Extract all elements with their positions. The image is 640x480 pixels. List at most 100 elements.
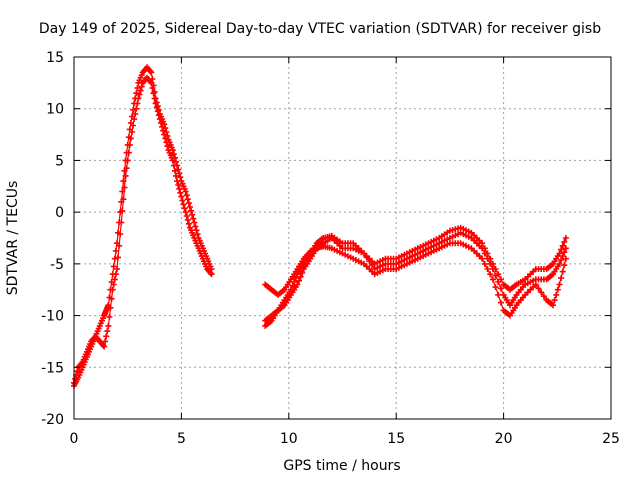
data-point-marker <box>156 116 163 123</box>
data-point-marker <box>561 238 568 245</box>
data-point-marker <box>287 286 294 293</box>
data-point-marker <box>481 260 488 267</box>
data-point-marker <box>562 235 569 241</box>
data-point-marker <box>111 255 118 262</box>
data-point-marker <box>74 368 81 375</box>
data-point-marker <box>208 271 215 278</box>
data-point-marker <box>561 249 568 256</box>
data-point-marker <box>136 91 143 98</box>
data-point-marker <box>487 255 494 262</box>
data-point-marker <box>108 295 115 302</box>
data-point-marker <box>492 266 499 272</box>
data-point-marker <box>558 246 565 253</box>
data-point-marker <box>120 196 127 203</box>
data-point-marker <box>155 112 162 119</box>
data-point-marker <box>532 281 539 288</box>
data-point-marker <box>185 200 192 207</box>
data-point-marker <box>102 338 109 345</box>
data-point-marker <box>161 131 168 138</box>
y-tick-label: 0 <box>55 205 64 221</box>
data-point-marker <box>112 271 119 278</box>
data-point-marker <box>550 302 556 309</box>
data-point-marker <box>182 188 189 195</box>
data-point-marker <box>130 122 137 129</box>
data-point-marker <box>179 197 186 204</box>
x-axis-ticks: 0 5 10 15 20 25 <box>70 57 620 447</box>
data-point-marker <box>133 105 140 112</box>
plot-frame <box>73 56 612 420</box>
data-point-marker <box>554 286 561 293</box>
data-point-marker <box>193 227 200 234</box>
data-point-marker <box>296 277 302 284</box>
y-tick-label: -15 <box>41 360 64 376</box>
data-point-marker <box>174 178 181 185</box>
data-point-marker <box>188 207 195 214</box>
data-point-marker <box>173 158 179 165</box>
data-point-marker <box>135 95 142 102</box>
data-point-marker <box>562 255 569 262</box>
data-point-marker <box>538 289 545 296</box>
data-point-marker <box>130 107 137 113</box>
data-point-marker <box>177 174 184 181</box>
data-point-marker <box>149 85 156 91</box>
data-point-marker <box>134 100 141 107</box>
x-axis-label: GPS time / hours <box>283 458 400 474</box>
data-point-marker <box>129 129 135 135</box>
y-tick-label: 5 <box>55 153 64 169</box>
data-point-marker <box>111 276 118 283</box>
series-segment-2-band-c <box>262 240 569 319</box>
y-axis-ticks: 15 10 5 0 -5 -10 -15 -20 <box>41 50 611 428</box>
data-point-marker <box>497 285 504 292</box>
data-point-marker <box>122 172 129 179</box>
data-point-marker <box>497 276 504 283</box>
data-point-marker <box>126 141 133 148</box>
data-point-marker <box>495 271 502 278</box>
y-tick-label: 15 <box>46 50 64 66</box>
data-point-marker <box>495 291 502 298</box>
data-point-marker <box>182 209 189 216</box>
data-point-marker <box>192 223 199 230</box>
data-point-marker <box>123 165 130 172</box>
data-point-marker <box>489 260 496 267</box>
data-point-marker <box>124 157 131 164</box>
data-point-marker <box>152 100 159 107</box>
data-point-marker <box>185 220 192 227</box>
data-point-marker <box>164 143 171 150</box>
data-point-marker <box>487 271 494 278</box>
data-point-marker <box>292 275 299 282</box>
y-tick-label: 10 <box>46 102 64 118</box>
data-point-marker <box>183 213 190 219</box>
data-point-marker <box>479 255 486 262</box>
data-point-marker <box>132 110 139 117</box>
data-point-marker <box>175 166 182 173</box>
data-point-marker <box>109 286 116 293</box>
y-tick-label: -5 <box>50 257 64 273</box>
data-point-marker <box>558 257 565 263</box>
data-series-layer <box>71 64 569 389</box>
data-point-marker <box>181 205 188 212</box>
data-point-marker <box>162 135 169 142</box>
data-point-marker <box>183 192 190 199</box>
data-point-marker <box>148 79 155 86</box>
chart-title: Day 149 of 2025, Sidereal Day-to-day VTE… <box>39 21 601 37</box>
data-point-marker <box>159 123 166 130</box>
data-point-marker <box>551 297 558 304</box>
data-point-marker <box>299 269 306 276</box>
data-point-marker <box>158 119 164 126</box>
data-point-marker <box>561 262 568 269</box>
x-tick-label: 10 <box>280 431 298 447</box>
data-point-marker <box>176 170 183 177</box>
x-tick-label: 15 <box>387 431 405 447</box>
x-tick-label: 25 <box>602 431 620 447</box>
data-point-marker <box>497 299 504 306</box>
data-point-marker <box>153 104 160 111</box>
data-point-marker <box>134 85 141 91</box>
data-point-marker <box>173 172 179 179</box>
data-point-marker <box>540 293 547 300</box>
x-tick-label: 0 <box>70 431 79 447</box>
data-point-marker <box>116 242 123 249</box>
data-point-marker <box>110 281 117 288</box>
data-point-marker <box>189 211 196 218</box>
x-tick-label: 5 <box>177 431 186 447</box>
